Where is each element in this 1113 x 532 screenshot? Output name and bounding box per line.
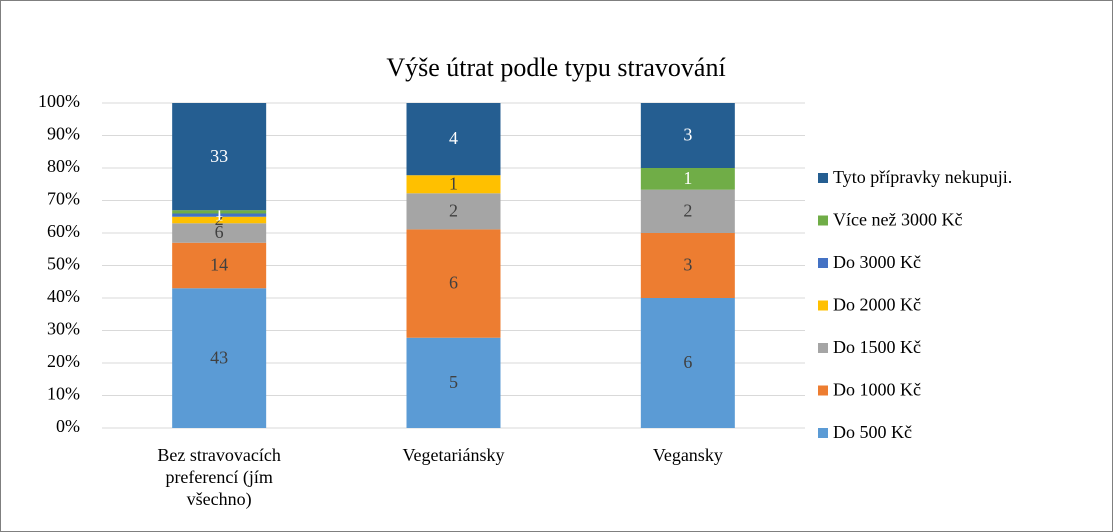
y-tick-label: 10% bbox=[47, 384, 80, 404]
legend-swatch bbox=[818, 300, 828, 311]
data-label: 43 bbox=[210, 347, 228, 367]
legend-label: Do 1500 Kč bbox=[833, 337, 921, 357]
data-label: 1 bbox=[215, 201, 224, 221]
bar-segment bbox=[640, 103, 735, 168]
bar-segment bbox=[172, 242, 267, 289]
legend-swatch bbox=[818, 215, 828, 226]
y-tick-label: 100% bbox=[38, 91, 80, 111]
bar-segment bbox=[640, 298, 735, 428]
bar-segment bbox=[406, 193, 501, 230]
data-label: 14 bbox=[210, 255, 228, 275]
bar-segment bbox=[406, 229, 501, 338]
data-label: 3 bbox=[683, 125, 692, 145]
bar-segment bbox=[406, 175, 501, 194]
bar-segment bbox=[172, 210, 267, 214]
legend-swatch bbox=[818, 428, 828, 438]
legend-label: Do 500 Kč bbox=[833, 422, 912, 442]
data-label: 4 bbox=[449, 128, 458, 148]
y-tick-label: 50% bbox=[47, 254, 80, 274]
y-tick-label: 0% bbox=[56, 416, 80, 436]
data-label: 2 bbox=[215, 209, 224, 229]
data-label: 6 bbox=[683, 352, 692, 372]
bar-segment bbox=[406, 103, 501, 176]
y-tick-label: 40% bbox=[47, 286, 80, 306]
chart-title: Výše útrat podle typu stravování bbox=[386, 53, 725, 82]
x-tick-label: Bez stravovacích preferencí (jím všechno… bbox=[157, 445, 281, 509]
bar-segment bbox=[640, 233, 735, 298]
data-label: 6 bbox=[215, 222, 224, 242]
legend-label: Tyto přípravky nekupuji. bbox=[833, 167, 1012, 187]
bar-segment bbox=[172, 288, 267, 428]
legend-label: Do 1000 Kč bbox=[833, 380, 921, 400]
bar-segment bbox=[172, 103, 267, 211]
data-label: 3 bbox=[683, 255, 692, 275]
bar-segment bbox=[406, 337, 501, 428]
bar-segment bbox=[172, 223, 267, 243]
y-tick-label: 20% bbox=[47, 351, 80, 371]
legend-swatch bbox=[818, 258, 828, 268]
data-label: 2 bbox=[449, 200, 458, 220]
bar-segment bbox=[640, 189, 735, 233]
legend-swatch bbox=[818, 385, 828, 396]
data-label: 33 bbox=[210, 146, 228, 166]
x-tick-label: Vegansky bbox=[652, 445, 723, 465]
legend-label: Více než 3000 Kč bbox=[833, 210, 962, 230]
legend-swatch bbox=[818, 173, 828, 183]
data-label: 6 bbox=[449, 273, 458, 293]
data-label: 1 bbox=[215, 204, 224, 224]
y-tick-label: 90% bbox=[47, 124, 80, 144]
data-label: 1 bbox=[449, 173, 458, 193]
y-tick-label: 30% bbox=[47, 319, 80, 339]
data-label: 5 bbox=[449, 372, 458, 392]
bar-segment bbox=[172, 213, 267, 217]
bar-segment bbox=[172, 216, 267, 224]
y-tick-label: 70% bbox=[47, 189, 80, 209]
bar-segment bbox=[640, 168, 735, 190]
y-tick-label: 80% bbox=[47, 156, 80, 176]
legend-swatch bbox=[818, 343, 828, 353]
data-label: 1 bbox=[683, 168, 692, 188]
y-tick-label: 60% bbox=[47, 221, 80, 241]
legend-label: Do 3000 Kč bbox=[833, 252, 921, 272]
x-tick-label: Vegetariánsky bbox=[402, 445, 505, 465]
data-label: 2 bbox=[683, 200, 692, 220]
legend-label: Do 2000 Kč bbox=[833, 295, 921, 315]
